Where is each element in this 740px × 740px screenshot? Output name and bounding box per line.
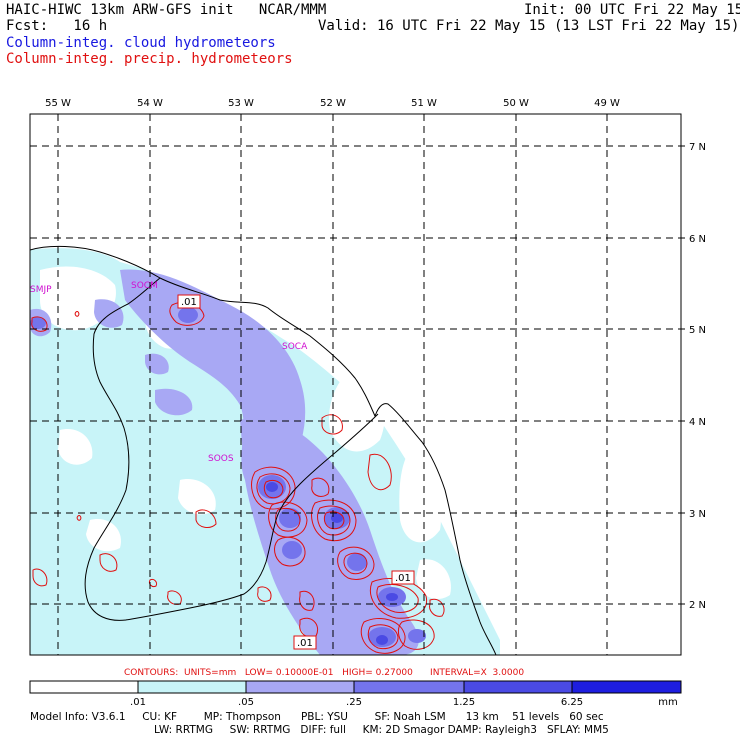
colorbar-tick: 1.25	[453, 697, 475, 708]
lon-label: 54 W	[137, 98, 163, 109]
colorbar-segment	[29, 680, 139, 694]
contour-label: .01	[395, 573, 411, 584]
lat-lon-grid	[30, 114, 681, 655]
plot-title: HAIC-HIWC 13km ARW-GFS init NCAR/MMM	[6, 2, 327, 18]
lon-label: 55 W	[45, 98, 71, 109]
lon-label: 50 W	[503, 98, 529, 109]
model-info-line2: LW: RRTMG SW: RRTMG DIFF: full KM: 2D Sm…	[154, 724, 609, 736]
lon-labels: 55 W 54 W 53 W 52 W 51 W 50 W 49 W	[45, 98, 620, 109]
coastline	[30, 245, 497, 655]
lat-label: 6 N	[689, 234, 706, 245]
colorbar-segment	[353, 680, 465, 694]
colorbar-tick: .25	[346, 697, 362, 708]
colorbar-segment	[463, 680, 573, 694]
cloud-shade-max	[266, 482, 398, 645]
init-time: Init: 00 UTC Fri 22 May 15	[524, 2, 740, 18]
colorbar-segment	[571, 680, 682, 694]
lat-label: 5 N	[689, 325, 706, 336]
lat-label: 7 N	[689, 142, 706, 153]
contour-label: .01	[181, 297, 197, 308]
field-cloud-label: Column-integ. cloud hydrometeors	[6, 35, 276, 51]
map-field	[30, 114, 681, 655]
lon-label: 52 W	[320, 98, 346, 109]
valid-time: Valid: 16 UTC Fri 22 May 15 (13 LST Fri …	[318, 18, 740, 34]
model-info-line1: Model Info: V3.6.1 CU: KF MP: Thompson P…	[30, 711, 604, 723]
station-labels: SMJP SOCM SOCA SOOS	[30, 281, 308, 464]
station-smjp: SMJP	[30, 285, 52, 295]
lon-label: 49 W	[594, 98, 620, 109]
forecast-hour: Fcst: 16 h	[6, 18, 108, 34]
colorbar-tick: .05	[238, 697, 254, 708]
contour-labels: .01 .01 .01	[177, 294, 415, 650]
contour-label: .01	[297, 638, 313, 649]
lat-label: 3 N	[689, 509, 706, 520]
colorbar-units: mm	[658, 697, 677, 708]
colorbar-tick: .01	[130, 697, 146, 708]
station-socm: SOCM	[131, 281, 158, 291]
station-soca: SOCA	[282, 342, 308, 352]
contour-info: CONTOURS: UNITS=mm LOW= 0.10000E-01 HIGH…	[124, 668, 524, 678]
colorbar-tick: 6.25	[561, 697, 583, 708]
colorbar-ticks: .01 .05 .25 1.25 6.25 mm	[130, 697, 678, 708]
lat-label: 4 N	[689, 417, 706, 428]
country-borders	[84, 277, 379, 621]
lat-label: 2 N	[689, 600, 706, 611]
field-precip-label: Column-integ. precip. hydrometeors	[6, 51, 293, 67]
station-soos: SOOS	[208, 454, 234, 464]
colorbar-segment	[245, 680, 355, 694]
colorbar	[29, 680, 682, 694]
map-frame	[29, 113, 682, 656]
lat-labels: 7 N 6 N 5 N 4 N 3 N 2 N	[689, 142, 706, 611]
colorbar-segment	[137, 680, 247, 694]
lat-ticks	[681, 145, 685, 605]
lon-label: 51 W	[411, 98, 437, 109]
lon-label: 53 W	[228, 98, 254, 109]
